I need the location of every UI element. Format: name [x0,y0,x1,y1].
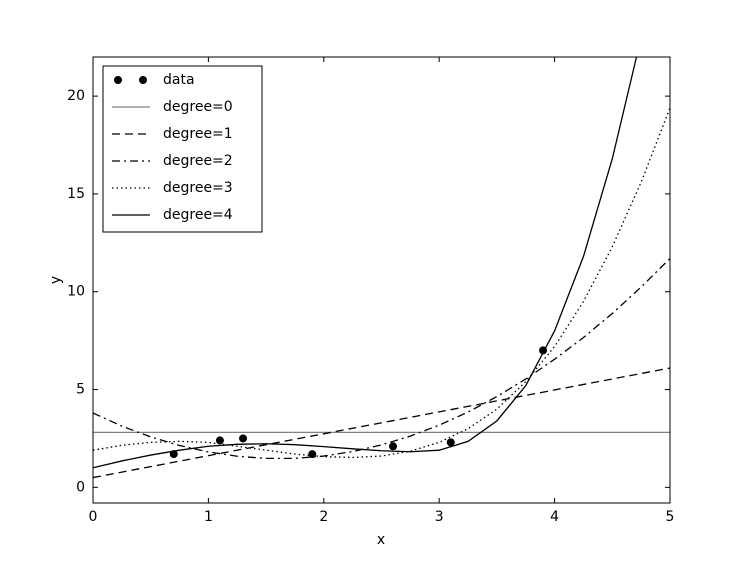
x-tick-label: 2 [319,509,328,525]
legend-label: degree=1 [163,126,233,142]
legend-label: degree=4 [163,207,233,223]
y-axis-label: y [48,276,64,284]
fit-line [93,258,670,460]
y-tick-label: 10 [67,284,85,300]
legend-label: degree=2 [163,153,233,169]
x-tick-label: 3 [435,509,444,525]
legend-marker [114,76,122,84]
legend-label: data [163,72,195,88]
fit-line [93,367,670,479]
data-point [389,442,398,451]
legend-label: degree=0 [163,99,233,115]
legend-marker [139,76,147,84]
x-tick-label: 4 [550,509,559,525]
legend-label: degree=3 [163,180,233,196]
y-tick-label: 5 [76,382,85,398]
x-tick-label: 1 [204,509,213,525]
x-axis-label: x [377,532,385,548]
data-point [308,450,317,459]
x-tick-label: 0 [89,509,98,525]
data-point [215,436,224,445]
data-point [446,438,455,447]
y-tick-label: 20 [67,88,85,104]
fit-line [93,57,638,469]
plot-area [93,57,670,479]
plot-frame [92,56,671,504]
x-tick-label: 5 [666,509,675,525]
data-point [239,434,248,443]
y-tick-label: 15 [67,186,85,202]
legend-box [102,65,263,233]
y-tick-label: 0 [76,479,85,495]
